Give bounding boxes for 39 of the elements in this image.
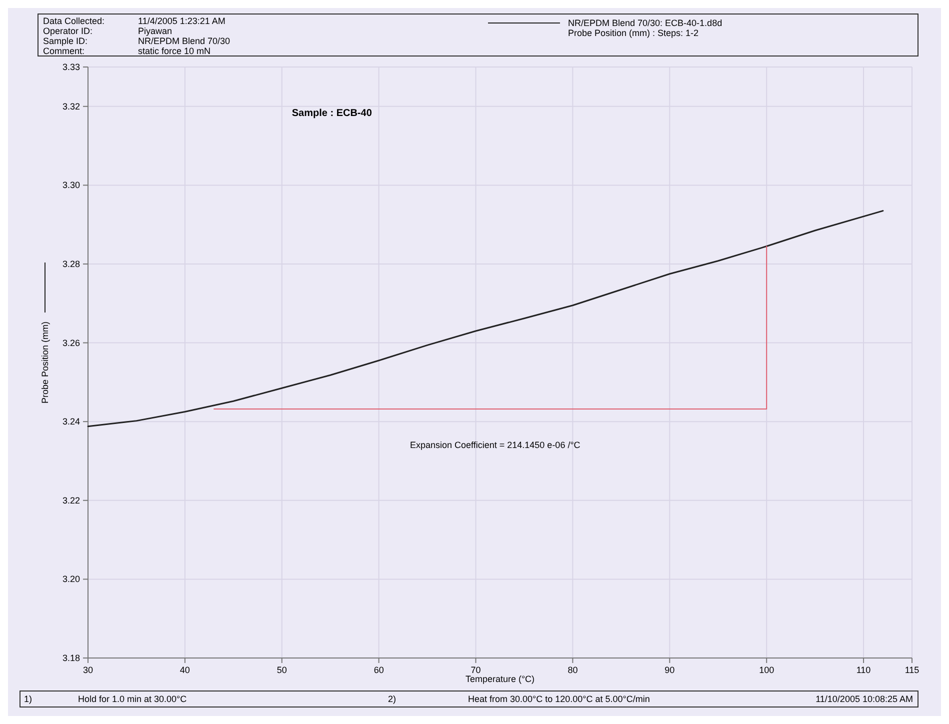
x-tick-label: 80 xyxy=(568,665,578,675)
x-tick-label: 50 xyxy=(276,665,287,675)
y-tick-label: 3.18 xyxy=(62,653,80,663)
x-tick-label: 70 xyxy=(470,665,481,675)
x-axis-title: Temperature (°C) xyxy=(465,674,535,684)
x-tick-label: 60 xyxy=(374,665,384,675)
annotation: Expansion Coefficient = 214.1450 e-06 /°C xyxy=(410,440,581,450)
y-tick-label: 3.26 xyxy=(62,338,80,348)
y-tick-label: 3.24 xyxy=(62,416,80,427)
x-tick-label: 115 xyxy=(904,665,920,675)
y-axis-title: Probe Position (mm) xyxy=(40,321,50,404)
text: Hold for 1.0 min at 30.00°C xyxy=(78,694,188,704)
text: 11/10/2005 10:08:25 AM xyxy=(816,694,913,704)
x-tick-label: 30 xyxy=(82,665,94,675)
y-tick-label: 3.22 xyxy=(62,495,80,506)
text: Data Collected: xyxy=(43,16,105,26)
text: 11/4/2005 1:23:21 AM xyxy=(138,16,226,26)
text: 2) xyxy=(388,694,396,704)
line-series xyxy=(87,210,884,428)
text: NR/EPDM Blend 70/30 xyxy=(138,36,230,46)
text: Piyawan xyxy=(138,26,172,36)
x-tick-label: 100 xyxy=(759,665,774,675)
text: static force 10 mN xyxy=(138,46,211,56)
text: Heat from 30.00°C to 120.00°C at 5.00°C/min xyxy=(468,694,650,704)
y-tick-label: 3.20 xyxy=(62,574,80,584)
text: NR/EPDM Blend 70/30: ECB-40-1.d8d xyxy=(568,18,722,28)
text: Operator ID: xyxy=(43,26,93,36)
y-tick-label: 3.32 xyxy=(62,101,80,112)
x-tick-label: 110 xyxy=(856,665,871,675)
y-tick-label: 3.33 xyxy=(62,62,80,72)
text: Comment: xyxy=(43,46,85,56)
text: 1) xyxy=(24,694,32,704)
y-tick-label: 3.30 xyxy=(62,180,80,190)
x-tick-label: 90 xyxy=(664,665,675,675)
text: Probe Position (mm) : Steps: 1-2 xyxy=(568,28,699,38)
text: Sample : ECB-40 xyxy=(292,108,372,119)
text: Sample ID: xyxy=(43,36,88,46)
x-tick-label: 40 xyxy=(180,665,190,675)
y-tick-label: 3.28 xyxy=(62,259,80,269)
